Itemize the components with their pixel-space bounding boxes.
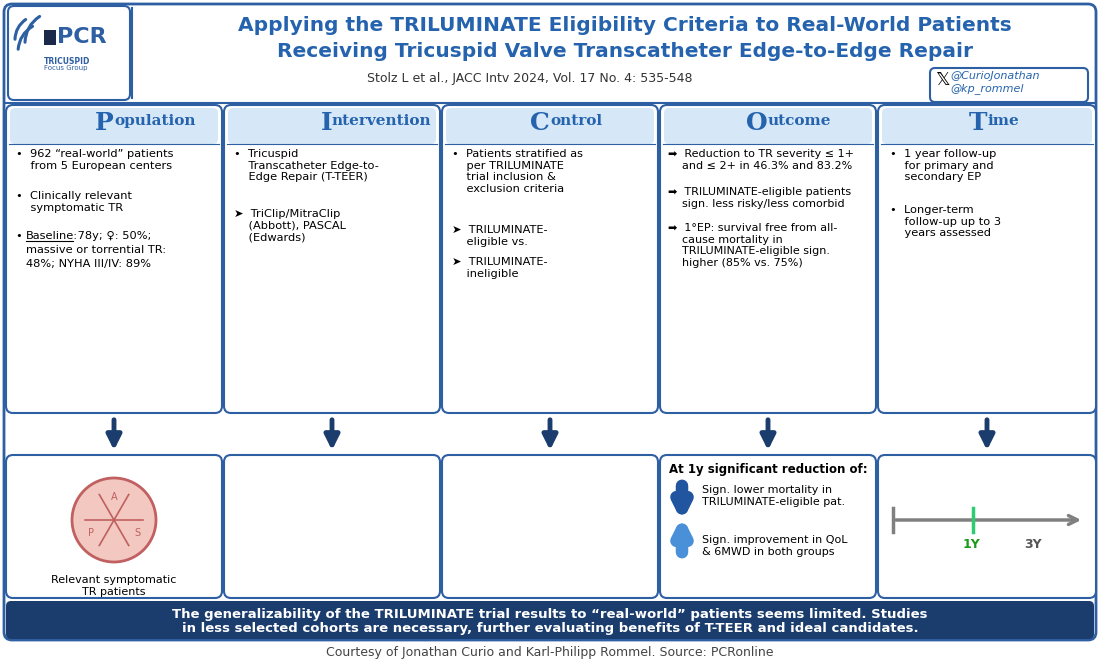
FancyBboxPatch shape — [8, 6, 130, 100]
Text: C: C — [530, 111, 550, 135]
Text: ➤  TRILUMINATE-
    eligible vs.: ➤ TRILUMINATE- eligible vs. — [452, 225, 548, 247]
Text: 𝕏: 𝕏 — [935, 71, 949, 89]
Text: •  962 “real-world” patients
    from 5 European centers: • 962 “real-world” patients from 5 Europ… — [16, 149, 174, 170]
FancyBboxPatch shape — [228, 108, 436, 144]
FancyBboxPatch shape — [882, 108, 1092, 144]
Text: ntervention: ntervention — [332, 114, 431, 128]
FancyBboxPatch shape — [660, 105, 876, 413]
Text: Stolz L et al., JACC Intv 2024, Vol. 17 No. 4: 535-548: Stolz L et al., JACC Intv 2024, Vol. 17 … — [367, 72, 693, 85]
Text: The generalizability of the TRILUMINATE trial results to “real-world” patients s: The generalizability of the TRILUMINATE … — [173, 608, 927, 621]
FancyBboxPatch shape — [224, 105, 440, 413]
Text: massive or torrential TR:: massive or torrential TR: — [26, 245, 166, 255]
Text: ontrol: ontrol — [550, 114, 602, 128]
Text: ➤  TriClip/MitraClip
    (Abbott), PASCAL
    (Edwards): ➤ TriClip/MitraClip (Abbott), PASCAL (Ed… — [234, 209, 345, 242]
FancyBboxPatch shape — [6, 601, 1094, 639]
FancyBboxPatch shape — [10, 108, 218, 144]
Text: P: P — [96, 111, 114, 135]
Text: P: P — [88, 527, 94, 537]
Text: At 1y significant reduction of:: At 1y significant reduction of: — [669, 463, 867, 476]
Text: ➡  TRILUMINATE-eligible patients
    sign. less risky/less comorbid: ➡ TRILUMINATE-eligible patients sign. le… — [668, 187, 851, 209]
FancyBboxPatch shape — [878, 455, 1096, 598]
Text: Courtesy of Jonathan Curio and Karl-Philipp Rommel. Source: PCRonline: Courtesy of Jonathan Curio and Karl-Phil… — [327, 646, 773, 659]
Text: •: • — [16, 231, 26, 241]
Text: •  Longer-term
    follow-up up to 3
    years assessed: • Longer-term follow-up up to 3 years as… — [890, 205, 1001, 238]
Text: Focus Group: Focus Group — [44, 65, 88, 71]
Text: TRICUSPID: TRICUSPID — [44, 57, 90, 66]
Text: T: T — [968, 111, 987, 135]
Text: ➡  1°EP: survival free from all-
    cause mortality in
    TRILUMINATE-eligible: ➡ 1°EP: survival free from all- cause mo… — [668, 223, 837, 268]
Text: Relevant symptomatic
TR patients: Relevant symptomatic TR patients — [52, 575, 177, 597]
Text: 78y; ♀: 50%;: 78y; ♀: 50%; — [74, 231, 152, 241]
Text: Sign. improvement in QoL
& 6MWD in both groups: Sign. improvement in QoL & 6MWD in both … — [702, 535, 847, 557]
FancyBboxPatch shape — [442, 105, 658, 413]
Text: @CurioJonathan: @CurioJonathan — [950, 71, 1040, 81]
Text: 1Y: 1Y — [962, 538, 980, 551]
Text: I: I — [320, 111, 332, 135]
Text: utcome: utcome — [768, 114, 832, 128]
Text: ➤  TRILUMINATE-
    ineligible: ➤ TRILUMINATE- ineligible — [452, 257, 548, 278]
Text: S: S — [134, 527, 140, 537]
FancyBboxPatch shape — [4, 4, 1096, 640]
Circle shape — [72, 478, 156, 562]
FancyBboxPatch shape — [6, 455, 222, 598]
FancyBboxPatch shape — [660, 455, 876, 598]
Text: ➡  Reduction to TR severity ≤ 1+
    and ≤ 2+ in 46.3% and 83.2%: ➡ Reduction to TR severity ≤ 1+ and ≤ 2+… — [668, 149, 854, 170]
FancyBboxPatch shape — [224, 455, 440, 598]
Text: 48%; NYHA III/IV: 89%: 48%; NYHA III/IV: 89% — [26, 259, 151, 269]
FancyBboxPatch shape — [446, 108, 654, 144]
Text: A: A — [111, 492, 118, 502]
Text: opulation: opulation — [114, 114, 196, 128]
Text: Applying the TRILUMINATE Eligibility Criteria to Real-World Patients: Applying the TRILUMINATE Eligibility Cri… — [238, 16, 1012, 35]
Text: •  1 year follow-up
    for primary and
    secondary EP: • 1 year follow-up for primary and secon… — [890, 149, 997, 183]
Text: @kp_rommel: @kp_rommel — [950, 83, 1023, 94]
Text: Receiving Tricuspid Valve Transcatheter Edge-to-Edge Repair: Receiving Tricuspid Valve Transcatheter … — [277, 42, 974, 61]
FancyBboxPatch shape — [664, 108, 872, 144]
Text: O: O — [746, 111, 768, 135]
Text: in less selected cohorts are necessary, further evaluating benefits of T-TEER an: in less selected cohorts are necessary, … — [182, 622, 918, 635]
Text: PCR: PCR — [57, 27, 107, 47]
FancyBboxPatch shape — [44, 30, 56, 45]
Text: Sign. lower mortality in
TRILUMINATE-eligible pat.: Sign. lower mortality in TRILUMINATE-eli… — [702, 485, 845, 507]
Text: ime: ime — [987, 114, 1019, 128]
FancyBboxPatch shape — [930, 68, 1088, 102]
Text: Baseline:: Baseline: — [26, 231, 78, 241]
FancyBboxPatch shape — [6, 105, 222, 413]
FancyBboxPatch shape — [878, 105, 1096, 413]
Text: 3Y: 3Y — [1024, 538, 1042, 551]
Text: •  Clinically relevant
    symptomatic TR: • Clinically relevant symptomatic TR — [16, 191, 132, 213]
FancyBboxPatch shape — [442, 455, 658, 598]
Text: •  Tricuspid
    Transcatheter Edge-to-
    Edge Repair (T-TEER): • Tricuspid Transcatheter Edge-to- Edge … — [234, 149, 378, 183]
Text: •  Patients stratified as
    per TRILUMINATE
    trial inclusion &
    exclusio: • Patients stratified as per TRILUMINATE… — [452, 149, 583, 194]
